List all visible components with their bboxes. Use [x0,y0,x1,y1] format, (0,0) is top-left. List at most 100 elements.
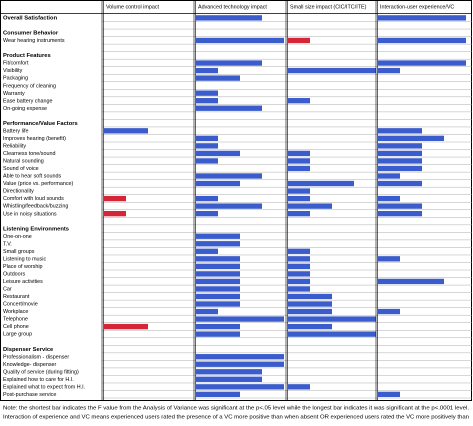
bar [378,67,400,74]
row-label: Use in noisy situations [3,211,57,217]
row-label: Post-purchase service [3,392,56,398]
bar [196,210,218,217]
bar [196,308,218,315]
bar [288,331,376,337]
bar [196,248,218,254]
bar [196,331,240,337]
row-label: Directionality [3,189,34,195]
section-title: Dispenser Service [3,347,54,353]
row-label: Able to hear soft sounds [3,174,61,180]
note: Note: the shortest bar indicates the F v… [3,405,469,411]
bar [288,180,354,187]
bar [196,173,262,179]
bar [378,256,400,262]
row-label: Value (price vs. performance) [3,181,74,187]
bar [196,384,284,390]
bar [378,278,444,285]
bar [288,256,310,262]
bar [104,195,126,202]
bar [196,143,218,149]
section-title: Listening Environments [3,226,69,232]
row-label: Sound of voice [3,166,39,172]
section-title: Product Features [3,53,51,59]
bar [378,195,400,202]
row-label: Cell phone [3,324,29,330]
row-label: Explained how to care for H.I. [3,377,74,383]
bar [196,369,262,375]
row-label: Visibility [3,68,23,74]
row-label: One-on-one [3,234,32,240]
row-label: On-going expense [3,106,47,112]
bar [378,128,422,134]
bar [288,248,310,254]
bar [196,233,240,239]
bar [378,180,422,187]
row-label: Professionalism - dispenser [3,354,69,360]
bar [378,143,422,149]
row-label: Natural sounding [3,159,44,165]
section-title: Overall Satisfaction [3,16,58,22]
bar [378,60,466,66]
frame [0,0,472,401]
bar [196,90,218,96]
bar [196,376,262,382]
bar [196,150,240,157]
row-label: Outdoors [3,272,25,278]
bar [196,316,284,322]
bar [288,195,310,202]
bar [378,15,466,21]
bar [196,286,240,292]
row-label: Clearness tone/sound [3,151,55,157]
row-label: Small groups [3,249,35,255]
bar [288,316,376,322]
bar [196,203,262,209]
bar [196,278,240,285]
bar [196,105,262,111]
bar [378,391,400,398]
bar [196,75,240,81]
bar [288,263,310,270]
bar [196,263,240,270]
bar [378,308,400,315]
bar [196,135,218,142]
bar [288,98,310,104]
bar [196,158,218,164]
bar [196,195,218,202]
row-label: Ease battery change [3,98,52,104]
bar [288,278,310,285]
bar [196,323,240,330]
bar [288,67,376,74]
bar [288,37,310,44]
row-label: Restaurant [3,294,30,300]
row-label: Large group [3,332,32,338]
bar [104,210,126,217]
row-label: Knowledge- dispenser [3,362,57,368]
bar [196,15,262,21]
column-header: Advanced technology impact [198,4,267,10]
row-label: Improves hearing (benefit) [3,136,66,142]
bar [288,293,332,300]
row-label: Battery life [3,128,28,134]
bar [196,98,218,104]
row-label: Warranty [3,91,25,97]
bar [288,308,332,315]
bar [288,150,310,157]
row-label: T.V. [3,241,12,247]
bar [196,241,240,247]
bar [288,301,332,307]
row-label: Fit/comfort [3,61,29,67]
bar [378,158,422,164]
row-label: Leisure activities [3,279,43,285]
bar [196,37,284,44]
bar [288,271,310,277]
bar [104,323,148,330]
row-label: Workplace [3,309,28,315]
bar [288,286,310,292]
row-label: Listening to music [3,256,46,262]
bar [196,271,240,277]
bar [288,188,310,194]
bar [104,128,148,134]
column-header: Volume control impact [106,4,160,10]
bar [288,203,332,209]
bar [196,180,240,187]
